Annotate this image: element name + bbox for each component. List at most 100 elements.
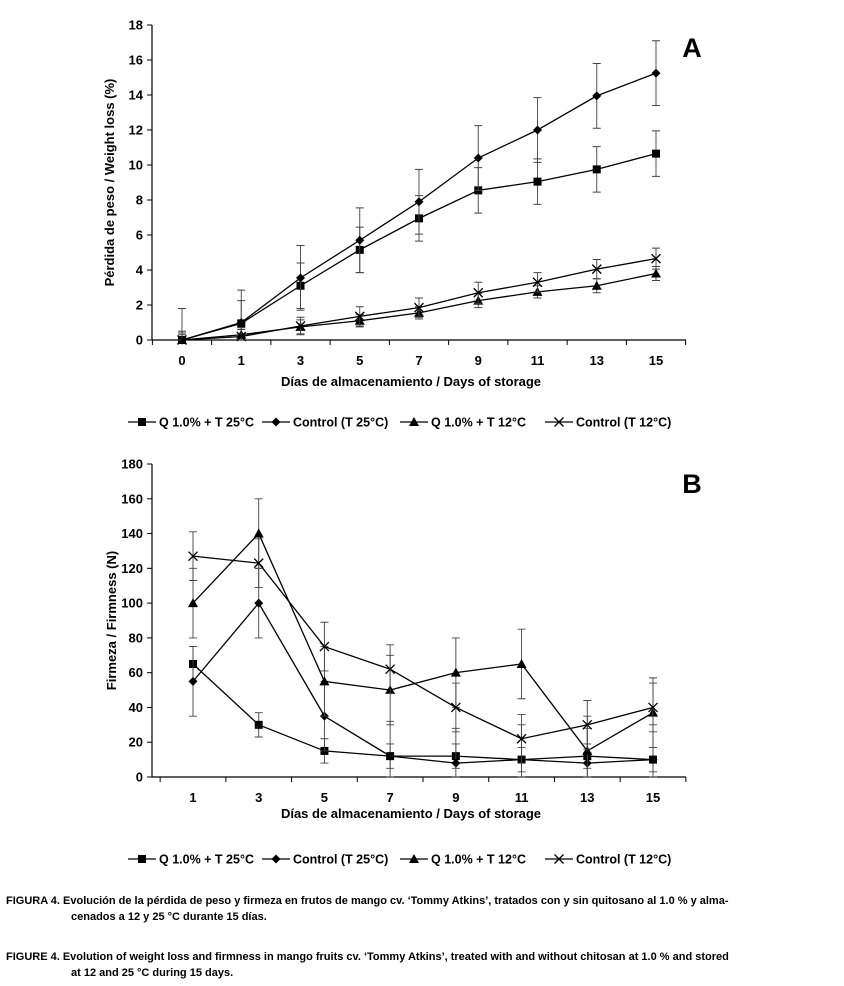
panel-label: A [682, 33, 702, 63]
x-tick-label: 5 [356, 353, 363, 368]
legend-marker [554, 417, 564, 427]
data-point [414, 302, 424, 313]
data-point [651, 68, 661, 78]
x-tick-label: 15 [649, 353, 663, 368]
data-point [253, 528, 264, 538]
data-point [592, 165, 601, 174]
legend-marker [554, 854, 564, 864]
legend-label: Control (T 12°C) [576, 416, 671, 430]
x-axis-title: Días de almacenamiento / Days of storage [281, 374, 541, 389]
series-line [192, 532, 654, 752]
data-point [254, 720, 263, 729]
x-tick-label: 15 [646, 790, 660, 805]
x-tick-label: 11 [531, 353, 545, 368]
series-x [177, 247, 661, 345]
data-point [295, 321, 306, 331]
data-point [473, 153, 483, 163]
data-point [236, 331, 247, 342]
data-point [451, 758, 461, 768]
caption-spanish-line-2: cenados a 12 y 25 °C durante 15 días. [71, 911, 267, 923]
x-axis-title: Días de almacenamiento / Days of storage [281, 806, 541, 821]
data-point [532, 277, 543, 288]
data-point [354, 311, 365, 322]
y-tick-label: 16 [129, 53, 143, 68]
data-point [648, 755, 658, 765]
data-point [516, 658, 527, 668]
x-tick-label: 3 [297, 353, 304, 368]
data-point [254, 598, 264, 608]
data-point [651, 253, 661, 264]
x-tick-label: 3 [255, 790, 262, 805]
legend-marker [409, 854, 419, 863]
data-point [188, 598, 198, 608]
data-point [591, 280, 602, 290]
data-point [516, 733, 527, 744]
x-tick-label: 5 [321, 790, 328, 805]
data-point [582, 745, 593, 755]
y-tick-label: 180 [121, 457, 143, 472]
data-point [188, 551, 198, 562]
series-diamond [177, 40, 661, 345]
caption-spanish: FIGURA 4. Evolución de la pérdida de pes… [6, 893, 836, 925]
y-tick-label: 60 [129, 665, 143, 680]
legend: Q 1.0% + T 25°C Control (T 25°C) Q 1.0% + … [128, 416, 671, 430]
data-point [533, 177, 542, 186]
data-point [591, 264, 602, 275]
caption-english-line-1: FIGURE 4. Evolution of weight loss and f… [6, 951, 729, 963]
y-tick-label: 100 [121, 596, 143, 611]
legend-label: Q 1.0% + T 12°C [431, 416, 526, 430]
data-point [385, 664, 396, 675]
data-point [296, 273, 305, 283]
data-point [414, 197, 424, 207]
data-point [592, 91, 602, 101]
legend-marker [271, 854, 281, 864]
y-tick-label: 2 [136, 298, 143, 313]
y-tick-label: 6 [136, 228, 143, 243]
legend-label: Q 1.0% + T 12°C [431, 853, 526, 867]
caption-english-line-2: at 12 and 25 °C during 15 days. [71, 967, 234, 979]
legend-label: Control (T 12°C) [576, 853, 671, 867]
legend-label: Control (T 25°C) [293, 853, 388, 867]
data-point [651, 268, 661, 278]
y-tick-label: 10 [129, 158, 143, 173]
x-tick-label: 9 [452, 790, 459, 805]
data-point [319, 641, 330, 652]
data-point [177, 335, 187, 345]
y-axis-title: Firmeza / Firmness (N) [104, 551, 119, 690]
data-point [319, 676, 330, 686]
data-point [450, 702, 461, 713]
series-line [192, 555, 654, 740]
y-tick-label: 14 [129, 88, 144, 103]
data-point [188, 676, 198, 686]
legend-marker [271, 417, 281, 427]
data-point [450, 667, 461, 677]
x-tick-label: 9 [475, 353, 482, 368]
y-tick-label: 0 [136, 770, 143, 785]
y-tick-label: 40 [129, 700, 143, 715]
legend-marker [138, 418, 146, 426]
y-tick-label: 80 [129, 630, 143, 645]
y-tick-label: 12 [129, 123, 143, 138]
x-tick-label: 1 [238, 353, 245, 368]
x-tick-label: 7 [387, 790, 394, 805]
series-line [192, 601, 654, 764]
y-tick-label: 140 [121, 526, 143, 541]
x-tick-label: 11 [515, 790, 529, 805]
y-tick-label: 18 [129, 18, 143, 33]
caption-english: FIGURE 4. Evolution of weight loss and f… [6, 949, 836, 981]
y-tick-label: 20 [129, 735, 143, 750]
data-point [533, 125, 542, 135]
y-tick-label: 4 [136, 263, 144, 278]
data-point [473, 287, 484, 298]
legend-label: Control (T 25°C) [293, 416, 388, 430]
legend-marker [138, 855, 146, 863]
caption-spanish-line-1: FIGURA 4. Evolución de la pérdida de pes… [6, 895, 729, 907]
data-point [385, 751, 395, 761]
legend-label: Q 1.0% + T 25°C [159, 853, 254, 867]
data-point [236, 318, 246, 327]
x-tick-label: 7 [415, 353, 422, 368]
y-axis-title: Pérdida de peso / Weight loss (%) [102, 79, 117, 287]
data-point [648, 702, 658, 713]
